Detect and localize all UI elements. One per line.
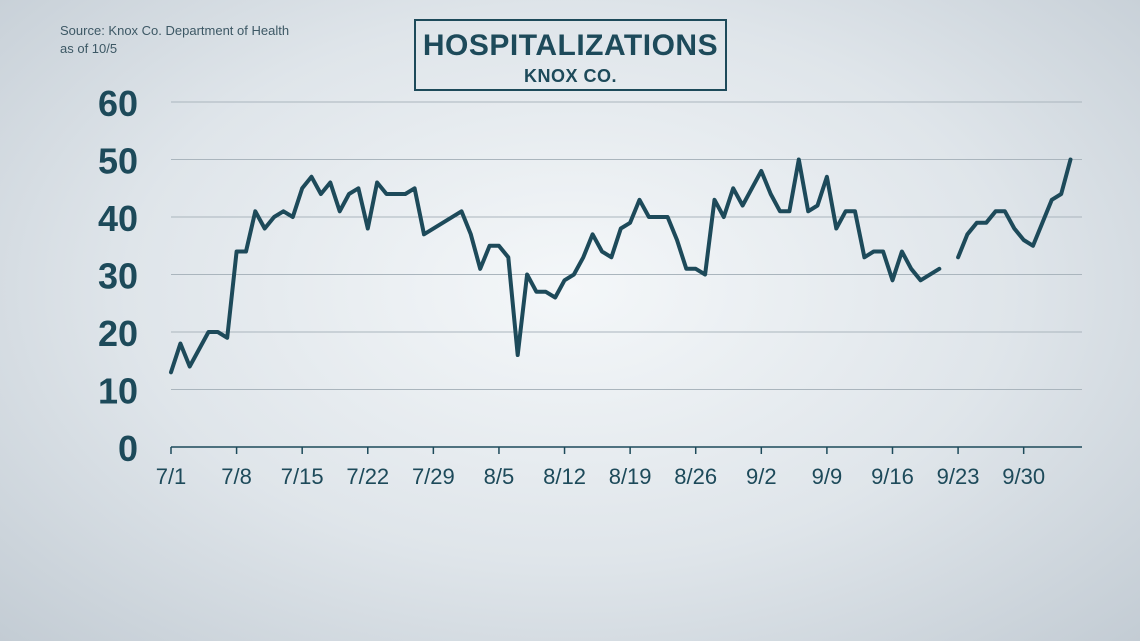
x-tick-label: 8/26 (674, 464, 717, 489)
y-tick-label: 30 (98, 256, 138, 297)
x-tick-label: 9/2 (746, 464, 777, 489)
x-tick-label: 7/29 (412, 464, 455, 489)
source-line: Source: Knox Co. Department of Health (60, 23, 290, 38)
y-tick-label: 50 (98, 141, 138, 182)
x-tick-label: 8/5 (484, 464, 515, 489)
x-tick-label: 9/16 (871, 464, 914, 489)
source-note: Source: Knox Co. Department of Health as… (60, 22, 289, 58)
x-tick-label: 8/12 (543, 464, 586, 489)
x-tick-label: 9/9 (812, 464, 843, 489)
x-tick-label: 7/1 (156, 464, 187, 489)
series-line (169, 157, 942, 375)
y-tick-label: 60 (98, 83, 138, 124)
chart-title: HOSPITALIZATIONS (422, 29, 719, 62)
x-tick-label: 7/15 (281, 464, 324, 489)
y-tick-label: 40 (98, 198, 138, 239)
x-tick-label: 9/30 (1002, 464, 1045, 489)
y-tick-label: 20 (98, 313, 138, 354)
y-tick-label: 0 (118, 428, 138, 469)
as-of-date: as of 10/5 (60, 41, 118, 56)
series-line (956, 157, 1073, 260)
x-tick-label: 8/19 (609, 464, 652, 489)
x-tick-label: 7/8 (221, 464, 252, 489)
title-box: HOSPITALIZATIONS KNOX CO. (414, 19, 727, 91)
chart-subtitle: KNOX CO. (523, 66, 617, 86)
y-tick-label: 10 (98, 371, 138, 412)
x-tick-label: 9/23 (937, 464, 980, 489)
x-tick-label: 7/22 (346, 464, 389, 489)
